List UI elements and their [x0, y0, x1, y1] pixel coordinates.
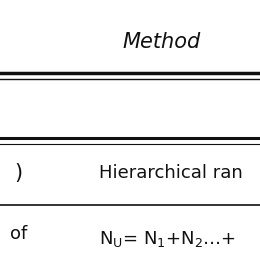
Text: $\mathregular{N_U}$= $\mathregular{N_1}$+$\mathregular{N_2}$…+: $\mathregular{N_U}$= $\mathregular{N_1}$… [99, 229, 236, 249]
Text: ): ) [14, 163, 22, 183]
Text: Method: Method [122, 32, 200, 51]
Text: of: of [10, 225, 27, 243]
Text: Hierarchical ran: Hierarchical ran [99, 164, 243, 182]
